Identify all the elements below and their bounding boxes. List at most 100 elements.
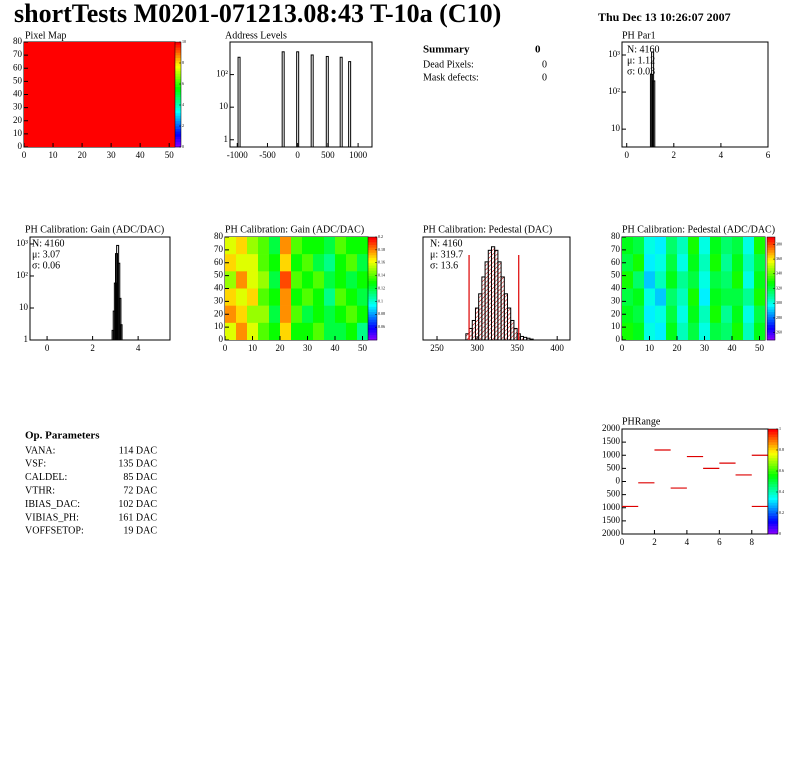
heat-cell (335, 305, 347, 324)
heat-cell (732, 305, 744, 324)
x-tick-label: 250 (430, 343, 444, 353)
heat-cell (699, 305, 711, 324)
plot-area (649, 51, 656, 147)
x-tick-label: 0 (624, 150, 629, 160)
palette-step (368, 311, 377, 315)
z-tick-label: 10 (182, 39, 186, 44)
palette-step (368, 321, 377, 325)
heat-cell (357, 254, 368, 272)
palette-step (175, 73, 181, 77)
heat-cell (302, 237, 314, 255)
z-tick-label: 380 (776, 241, 782, 246)
heat-cell (346, 254, 358, 272)
heat-cell (644, 322, 656, 340)
y-tick-label: 20 (214, 308, 224, 318)
palette-step (368, 275, 377, 279)
palette-step (767, 273, 775, 276)
heat-cell (24, 42, 175, 147)
x-tick-label: 2 (672, 150, 677, 160)
heat-cell (291, 271, 303, 289)
heat-cell (280, 288, 292, 306)
heat-cell (743, 322, 755, 340)
palette-step (767, 332, 775, 336)
palette-step (175, 81, 181, 85)
palette-step (368, 262, 377, 266)
x-tick-label: 8 (750, 537, 755, 547)
palette-step (767, 260, 775, 264)
heat-cell (721, 237, 733, 255)
summary-value: 0 (535, 44, 541, 56)
z-tick-label: 340 (776, 271, 782, 276)
palette-step (768, 526, 778, 530)
x-tick-label: 50 (755, 343, 765, 353)
stats-line: σ: 0.06 (32, 260, 60, 271)
palette-step (175, 60, 181, 64)
heat-cell (754, 305, 765, 324)
heat-cell (258, 237, 270, 255)
y-tick-label: 1000 (602, 502, 621, 512)
heat-cell (335, 271, 347, 289)
panel-title: PH Calibration: Pedestal (DAC) (423, 224, 552, 235)
palette-step (768, 507, 778, 511)
palette-step (767, 249, 775, 253)
y-tick-label: 20 (13, 115, 23, 125)
op-value: 85 DAC (123, 472, 157, 483)
x-tick-label: 1000 (349, 150, 368, 160)
palette-step (175, 94, 181, 98)
palette-step (368, 237, 377, 240)
z-tick-label: 0.2 (378, 234, 383, 239)
plot-area (622, 237, 765, 340)
heat-cell (346, 322, 358, 340)
palette-step (767, 293, 775, 297)
y-tick-label: 10 (611, 321, 621, 331)
x-tick-label: 0 (620, 343, 625, 353)
heat-cell (269, 322, 281, 340)
y-tick-label: 60 (13, 62, 23, 72)
z-tick-label: 0.12 (378, 285, 385, 290)
z-tick-label: 0.1 (378, 298, 383, 303)
x-tick-label: 50 (165, 150, 175, 160)
op-name: IBIAS_DAC: (25, 499, 80, 510)
heat-cell (688, 271, 700, 289)
heat-cell (754, 254, 765, 272)
x-tick-label: 0 (620, 537, 625, 547)
heat-cell (710, 254, 722, 272)
heat-cell (710, 305, 722, 324)
heat-cell (633, 322, 645, 340)
y-tick-label: 70 (214, 244, 224, 254)
y-tick-label: 10 (19, 302, 29, 312)
z-tick-label: 0.14 (378, 273, 385, 278)
palette-step (175, 57, 181, 61)
palette-step (175, 110, 181, 114)
y-tick-label: 70 (13, 49, 23, 59)
op-title: Op. Parameters (25, 430, 100, 442)
palette-step (175, 44, 181, 48)
x-tick-label: 0 (45, 343, 50, 353)
palette-step (368, 306, 377, 310)
heat-cell (247, 237, 259, 255)
z-tick-label: 4 (182, 102, 184, 107)
heat-cell (732, 237, 744, 255)
heat-cell (666, 322, 678, 340)
heat-cell (335, 288, 347, 306)
palette-step (768, 439, 778, 443)
palette-step (175, 126, 181, 129)
heat-cell (743, 237, 755, 255)
x-tick-label: 20 (673, 343, 683, 353)
palette-step (368, 239, 377, 243)
z-tick-label: 260 (776, 330, 782, 335)
palette-step (175, 42, 181, 45)
heat-cell (291, 288, 303, 306)
heat-cell (324, 322, 336, 340)
heat-cell (710, 322, 722, 340)
heat-cell (644, 237, 656, 255)
y-tick-label: 70 (611, 244, 621, 254)
heat-cell (688, 254, 700, 272)
heat-cell (754, 271, 765, 289)
palette-step (768, 484, 778, 488)
palette-step (175, 131, 181, 135)
y-tick-label: 20 (611, 308, 621, 318)
palette-step (767, 265, 775, 269)
panel-title: PH Calibration: Gain (ADC/DAC) (225, 224, 364, 235)
y-tick-label: 1 (224, 134, 229, 144)
